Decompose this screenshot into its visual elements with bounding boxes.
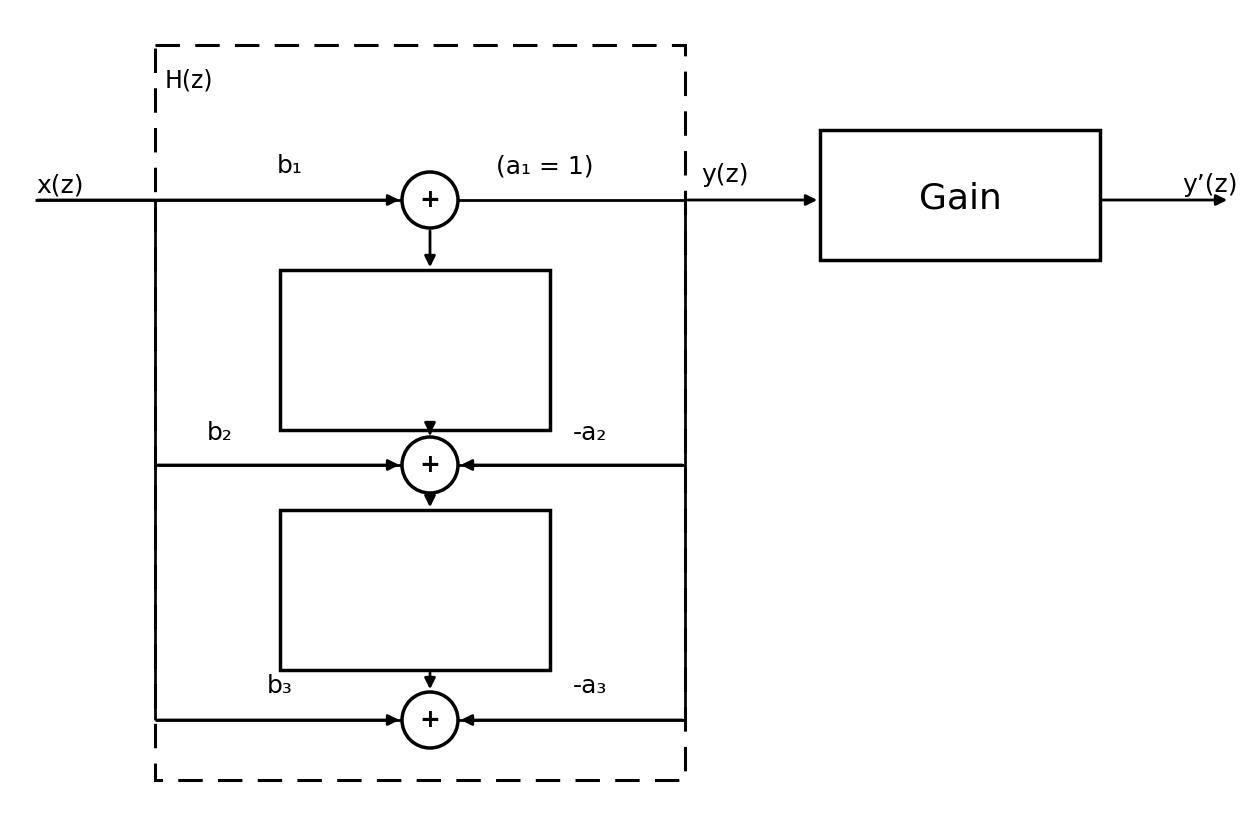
Bar <box>155 45 685 780</box>
Circle shape <box>402 437 459 493</box>
Text: (a₁ = 1): (a₁ = 1) <box>496 154 594 178</box>
Text: +: + <box>420 188 440 212</box>
Text: b₁: b₁ <box>277 154 303 178</box>
Text: y(z): y(z) <box>701 163 749 187</box>
Bar <box>820 130 1100 260</box>
Text: y’(z): y’(z) <box>1182 173 1237 197</box>
Text: +: + <box>420 453 440 477</box>
Circle shape <box>402 172 459 228</box>
Text: -a₃: -a₃ <box>573 674 607 698</box>
Circle shape <box>402 692 459 748</box>
Text: H(z): H(z) <box>164 68 213 92</box>
Text: +: + <box>420 708 440 732</box>
Text: -a₂: -a₂ <box>573 421 607 445</box>
Text: b₂: b₂ <box>207 421 233 445</box>
Text: b₃: b₃ <box>267 674 293 698</box>
Bar <box>280 270 549 430</box>
Bar <box>280 510 549 670</box>
Text: Gain: Gain <box>918 181 1002 215</box>
Text: x(z): x(z) <box>36 173 83 197</box>
